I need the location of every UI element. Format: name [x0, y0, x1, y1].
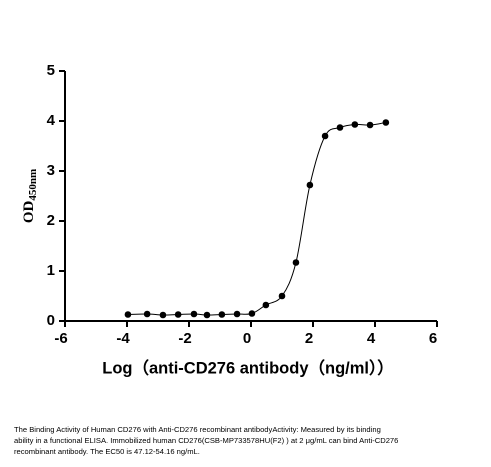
data-point: [262, 301, 270, 309]
data-point: [174, 311, 182, 318]
y-tick-label: 4: [47, 112, 56, 129]
x-tick-label: -2: [178, 330, 191, 347]
caption-line: The Binding Activity of Human CD276 with…: [14, 425, 381, 434]
y-label-main: OD: [21, 200, 37, 223]
y-label-sub: 450nm: [27, 169, 39, 201]
data-point: [248, 310, 256, 317]
data-point: [382, 119, 390, 126]
caption-line: ability in a functional ELISA. Immobiliz…: [14, 436, 398, 445]
x-axis-label: Log（anti-CD276 antibody（ng/ml））: [102, 357, 394, 377]
data-point: [366, 121, 374, 129]
y-tick-label: 1: [47, 262, 55, 279]
x-tick-label: 4: [367, 330, 376, 347]
y-tick-label: 3: [47, 162, 55, 179]
x-tick-label: 2: [305, 330, 313, 347]
y-tick-label: 0: [47, 312, 55, 329]
data-point: [203, 311, 211, 319]
data-point: [306, 181, 314, 189]
data-point: [278, 292, 286, 300]
data-point: [124, 311, 132, 318]
data-point: [292, 259, 300, 266]
x-tick-label: 6: [429, 330, 437, 347]
x-tick-label: -4: [116, 330, 130, 347]
data-point: [336, 124, 344, 131]
data-point: [159, 311, 167, 319]
y-axis-label: OD450nm: [21, 169, 38, 223]
data-point: [351, 121, 359, 128]
data-point: [321, 132, 329, 140]
data-point: [143, 310, 151, 318]
caption-line: recombinant antibody. The EC50 is 47.12-…: [14, 447, 200, 456]
data-point: [190, 310, 198, 318]
y-tick-label: 5: [47, 62, 55, 79]
x-tick-label: -6: [54, 330, 67, 347]
y-tick-label: 2: [47, 212, 55, 229]
fit-curve: [127, 122, 386, 316]
x-tick-label: 0: [243, 330, 251, 347]
data-point: [233, 310, 241, 318]
data-point: [218, 311, 226, 318]
